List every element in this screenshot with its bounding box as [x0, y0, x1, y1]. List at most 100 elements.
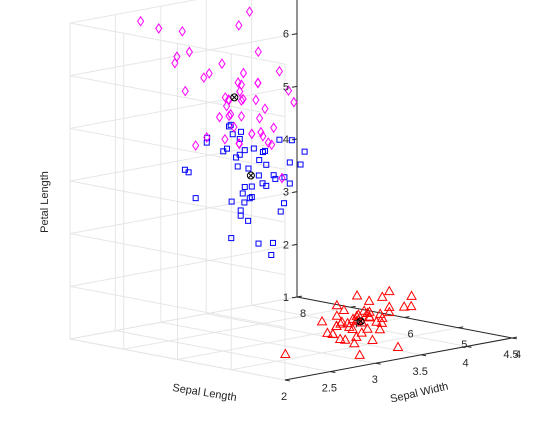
diamond-marker	[203, 131, 211, 143]
grid-line	[160, 321, 376, 364]
diamond-marker	[215, 111, 224, 123]
diamond-marker	[235, 138, 243, 150]
triangle-marker	[398, 301, 410, 311]
square-marker	[268, 251, 275, 258]
square-marker	[185, 169, 192, 176]
square-marker	[236, 135, 243, 142]
diamond-marker	[275, 65, 284, 77]
triangle-marker	[316, 315, 328, 326]
diamond-marker	[254, 77, 262, 89]
square-marker	[223, 145, 230, 152]
diamond-marker	[270, 122, 278, 134]
triangle-marker	[374, 308, 386, 318]
diamond-marker	[225, 110, 233, 122]
diamond-marker	[155, 23, 163, 34]
diamond-marker	[218, 58, 226, 70]
grid-line	[69, 191, 298, 235]
diamond-marker	[255, 112, 264, 124]
grid-line	[69, 338, 286, 381]
triangle-marker	[406, 290, 417, 300]
diamond-marker	[237, 110, 246, 122]
square-marker	[241, 184, 248, 191]
grid-line	[69, 75, 286, 118]
triangle-marker	[383, 301, 395, 311]
diamond-marker	[221, 133, 229, 145]
triangle-marker	[331, 299, 343, 310]
diamond-marker	[259, 130, 267, 142]
axes	[284, 0, 518, 382]
grid-line	[69, 180, 286, 223]
grid-line	[177, 317, 405, 360]
diamond-marker	[185, 46, 193, 58]
diamond-marker	[239, 67, 248, 79]
square-marker	[286, 180, 293, 187]
triangle-marker	[348, 337, 360, 348]
triangle-marker	[331, 320, 342, 330]
z-tick	[291, 243, 298, 246]
z-tick	[291, 33, 298, 36]
square-marker	[228, 235, 235, 242]
triangle-marker	[356, 327, 368, 337]
diamond-marker	[173, 51, 181, 63]
square-marker	[255, 240, 262, 247]
square-marker	[281, 200, 288, 207]
grid-line	[69, 243, 298, 287]
diamond-marker	[230, 121, 238, 133]
grid-line	[69, 296, 298, 340]
x-tick-label: 5	[461, 339, 467, 351]
square-marker	[241, 199, 248, 206]
square-marker	[288, 137, 295, 144]
grid-line	[69, 285, 286, 328]
z-axis-title: Petal Length	[39, 171, 51, 233]
triangle-marker	[362, 323, 373, 333]
grid-line	[69, 127, 286, 170]
square-marker	[277, 208, 284, 215]
centroid-marker	[356, 317, 365, 326]
diamond-marker	[221, 92, 229, 103]
y-tick-label: 2	[281, 391, 287, 403]
diamond-marker	[257, 126, 265, 138]
diamond-marker	[290, 96, 298, 108]
centroid-marker	[230, 93, 239, 102]
z-tick-label: 2	[283, 239, 289, 251]
y-tick	[330, 371, 336, 374]
diamond-marker	[248, 128, 256, 140]
diamond-marker	[205, 67, 213, 79]
x-tick-label: 6	[407, 329, 413, 341]
square-marker	[270, 172, 277, 179]
z-tick	[291, 296, 298, 299]
square-marker	[297, 161, 304, 168]
square-marker	[248, 183, 255, 190]
square-marker	[263, 182, 270, 189]
x-tick	[404, 316, 410, 318]
x-axis-title: Sepal Length	[172, 382, 238, 404]
triangle-marker	[327, 328, 339, 338]
y-tick-label: 4.5	[503, 349, 518, 361]
grid-line	[69, 0, 198, 24]
y-tick-label: 3.5	[413, 366, 428, 378]
triangle-marker	[405, 300, 417, 311]
square-marker	[246, 195, 253, 202]
z-tick-label: 4	[283, 134, 289, 146]
y-axis-line	[284, 337, 513, 381]
diamond-marker	[254, 46, 262, 58]
y-tick-label: 3	[372, 374, 378, 386]
triangle-marker	[374, 323, 386, 334]
square-marker	[228, 198, 235, 205]
triangle-marker	[334, 333, 346, 344]
grid-line	[69, 138, 298, 182]
diamond-marker	[137, 15, 145, 27]
y-tick	[284, 379, 291, 382]
triangle-marker	[322, 327, 333, 337]
diamond-marker	[264, 137, 272, 148]
triangle-marker	[392, 341, 404, 351]
grid-line	[69, 22, 286, 65]
triangle-marker	[376, 291, 388, 301]
diamond-marker	[235, 19, 243, 31]
square-marker	[241, 147, 248, 154]
x-tick	[350, 305, 356, 308]
triangle-marker	[351, 289, 363, 300]
triangle-marker	[376, 317, 388, 327]
x-tick	[296, 295, 303, 298]
triangle-marker	[335, 318, 346, 328]
